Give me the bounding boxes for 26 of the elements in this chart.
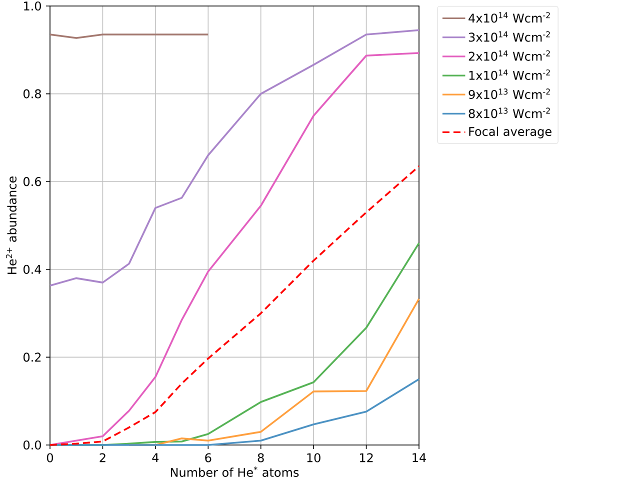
legend-label: 1x10$^{14}$ Wcm$^{-2}$ — [469, 69, 550, 80]
y-axis-title: He$^{2+}$ abundance — [6, 176, 17, 274]
x-tick-label: 2 — [100, 453, 106, 462]
legend-label: 4x10$^{14}$ Wcm$^{-2}$ — [468, 12, 550, 23]
x-tick-label: 10 — [307, 453, 320, 462]
legend-label: 9x10$^{13}$ Wcm$^{-2}$ — [468, 88, 550, 100]
x-axis-title: Number of He$^{*}$ atoms — [170, 466, 299, 477]
x-tick-label: 6 — [205, 453, 212, 462]
legend-label: 3x10$^{14}$ Wcm$^{-2}$ — [468, 31, 550, 42]
legend-label: 2x10$^{14}$ Wcm$^{-2}$ — [468, 50, 550, 61]
x-tick-label: 14 — [412, 453, 426, 462]
y-tick-label: 0.0 — [24, 440, 41, 450]
x-tick-label: 12 — [360, 453, 373, 462]
y-tick-label: 1.0 — [24, 1, 41, 11]
y-tick-label: 0.4 — [24, 264, 42, 274]
line-series — [49, 29, 420, 287]
y-tick-label: 0.2 — [24, 352, 41, 362]
legend-label: 8x10$^{13}$ Wcm$^{-2}$ — [468, 108, 550, 118]
x-tick-label: 4 — [152, 453, 159, 462]
y-tick-label: 0.6 — [24, 177, 42, 186]
line-series — [49, 165, 420, 446]
x-tick-label: 8 — [258, 453, 264, 462]
line-series — [49, 52, 420, 446]
y-tick-label: 0.8 — [24, 89, 41, 98]
legend-label: Focal average — [469, 126, 552, 138]
x-tick-label: 0 — [46, 453, 54, 462]
